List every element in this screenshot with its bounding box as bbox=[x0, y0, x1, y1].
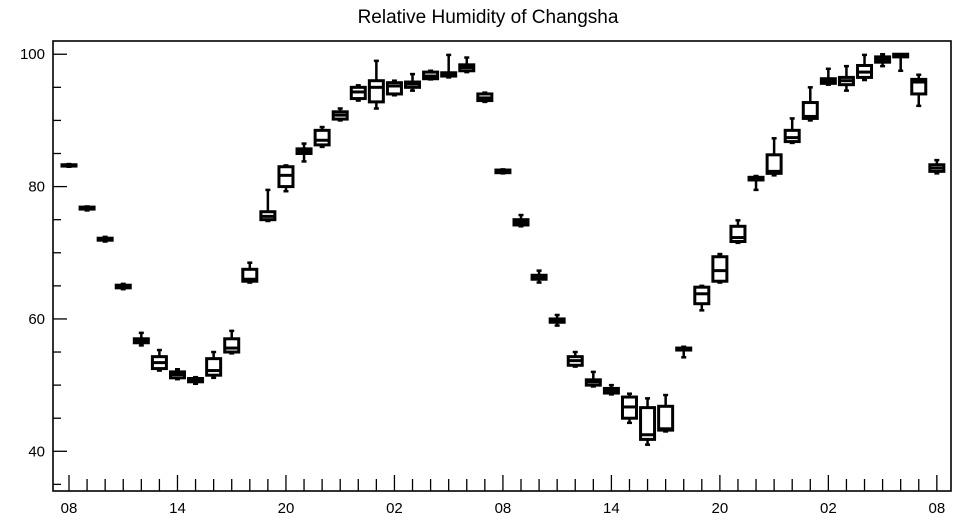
box-37 bbox=[729, 219, 747, 245]
x-tick-label: 14 bbox=[603, 500, 620, 517]
y-tick-label: 40 bbox=[28, 443, 45, 460]
box-41 bbox=[801, 86, 819, 122]
box-body bbox=[783, 128, 801, 144]
box-15 bbox=[331, 107, 349, 122]
box-21 bbox=[440, 53, 458, 79]
box-6 bbox=[168, 367, 186, 381]
x-tick-label: 02 bbox=[820, 500, 837, 517]
box-body bbox=[765, 153, 783, 175]
box-23 bbox=[476, 91, 494, 104]
box-35 bbox=[693, 284, 711, 312]
box-body bbox=[205, 357, 223, 377]
y-tick-label: 100 bbox=[20, 46, 45, 63]
box-series bbox=[60, 52, 946, 446]
box-45 bbox=[874, 52, 892, 68]
box-29 bbox=[584, 370, 602, 388]
axis-ticks bbox=[53, 53, 938, 491]
box-22 bbox=[458, 56, 476, 74]
x-tick-label: 08 bbox=[928, 500, 945, 517]
box-44 bbox=[856, 53, 874, 82]
box-31 bbox=[620, 392, 638, 425]
box-7 bbox=[187, 375, 205, 386]
box-body bbox=[693, 285, 711, 306]
box-0 bbox=[60, 162, 78, 168]
box-3 bbox=[114, 282, 132, 291]
y-axis-tick-labels: 40 60 80 100 bbox=[20, 46, 45, 460]
box-4 bbox=[132, 331, 150, 347]
box-42 bbox=[819, 67, 837, 86]
box-14 bbox=[313, 125, 331, 149]
box-33 bbox=[657, 393, 675, 433]
box-body bbox=[367, 79, 385, 104]
box-11 bbox=[259, 188, 277, 223]
plot-frame bbox=[52, 40, 952, 492]
box-16 bbox=[349, 84, 367, 102]
box-body bbox=[639, 406, 657, 441]
box-body bbox=[223, 337, 241, 354]
box-1 bbox=[78, 205, 96, 212]
box-27 bbox=[548, 313, 566, 327]
box-34 bbox=[675, 345, 693, 359]
box-body bbox=[910, 77, 928, 96]
box-43 bbox=[837, 64, 855, 92]
box-40 bbox=[783, 117, 801, 145]
x-tick-label: 02 bbox=[386, 500, 403, 517]
box-30 bbox=[602, 383, 620, 396]
box-18 bbox=[385, 79, 403, 97]
box-9 bbox=[223, 329, 241, 355]
box-12 bbox=[277, 164, 295, 193]
chart-title: Relative Humidity of Changsha bbox=[358, 7, 619, 28]
x-tick-label: 08 bbox=[495, 500, 512, 517]
box-5 bbox=[150, 348, 168, 372]
box-25 bbox=[512, 213, 530, 228]
x-tick-label: 20 bbox=[712, 500, 729, 517]
x-tick-label: 20 bbox=[278, 500, 295, 517]
y-tick-label: 60 bbox=[28, 311, 45, 328]
box-48 bbox=[928, 158, 946, 175]
box-body bbox=[241, 267, 259, 283]
box-24 bbox=[494, 168, 512, 175]
box-26 bbox=[530, 269, 548, 284]
x-tick-label: 08 bbox=[61, 500, 78, 517]
box-8 bbox=[205, 350, 223, 380]
box-body bbox=[385, 81, 403, 96]
x-axis-tick-labels: 08 14 20 02 08 14 20 02 08 bbox=[61, 500, 946, 517]
box-39 bbox=[765, 137, 783, 177]
box-body bbox=[729, 224, 747, 244]
box-28 bbox=[566, 350, 584, 368]
box-36 bbox=[711, 252, 729, 284]
box-17 bbox=[367, 59, 385, 110]
box-body bbox=[711, 255, 729, 283]
box-46 bbox=[892, 52, 910, 73]
box-32 bbox=[639, 397, 657, 446]
y-tick-label: 80 bbox=[28, 179, 45, 196]
box-10 bbox=[241, 261, 259, 284]
box-38 bbox=[747, 174, 765, 192]
box-body bbox=[657, 404, 675, 432]
box-body bbox=[313, 128, 331, 147]
box-47 bbox=[910, 73, 928, 108]
box-body bbox=[801, 101, 819, 120]
box-19 bbox=[404, 72, 422, 92]
box-2 bbox=[96, 235, 114, 243]
box-20 bbox=[422, 69, 440, 81]
box-13 bbox=[295, 142, 313, 163]
x-tick-label: 14 bbox=[169, 500, 186, 517]
